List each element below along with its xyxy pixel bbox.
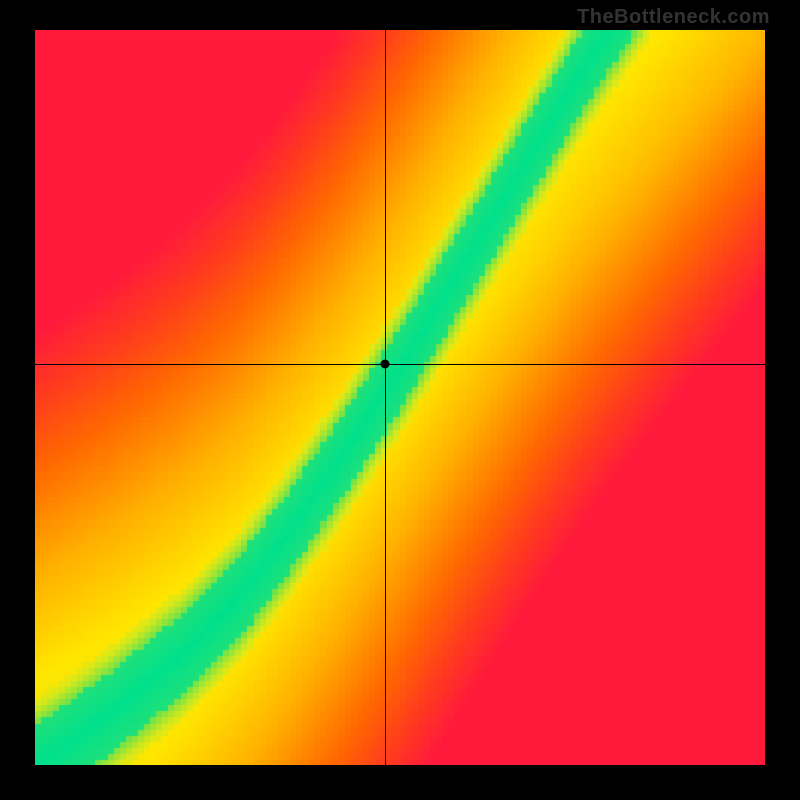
crosshair-vertical [385, 30, 386, 765]
crosshair-horizontal [35, 364, 765, 365]
crosshair-marker-dot [381, 360, 390, 369]
heatmap-plot-area [35, 30, 765, 765]
watermark-text: TheBottleneck.com [577, 6, 770, 29]
heatmap-canvas [35, 30, 765, 765]
